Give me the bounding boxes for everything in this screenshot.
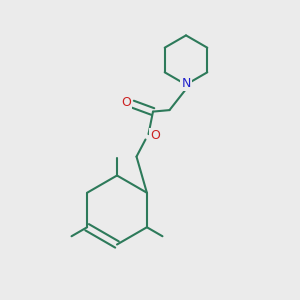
Text: N: N bbox=[181, 76, 191, 90]
Text: O: O bbox=[150, 129, 160, 142]
Text: O: O bbox=[121, 96, 131, 109]
